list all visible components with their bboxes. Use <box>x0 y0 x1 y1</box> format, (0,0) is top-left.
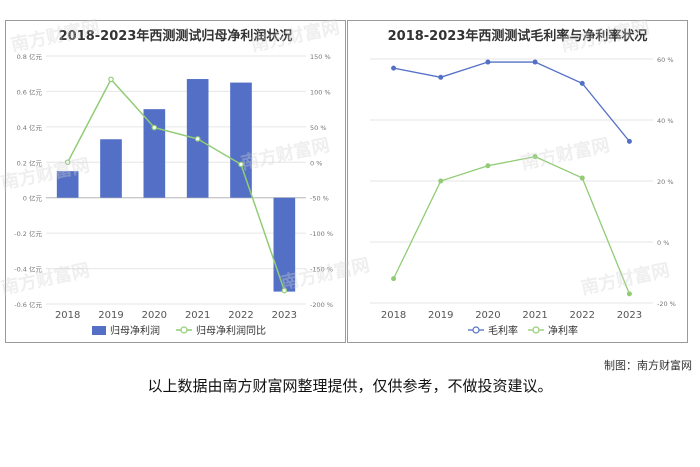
x-tick-label: 2023 <box>617 310 642 321</box>
legend-label: 归母净利润 <box>110 324 160 337</box>
y-tick-label-right: 40 % <box>657 117 674 125</box>
gross-margin-point <box>579 80 585 86</box>
y-tick-label-left: 0.2 亿元 <box>17 158 43 167</box>
y-tick-label-right: 20 % <box>657 178 674 186</box>
gross-margin-point <box>438 74 444 80</box>
yoy-point <box>108 76 114 83</box>
net-margin-point <box>438 178 444 184</box>
yoy-point <box>194 136 201 142</box>
x-tick-label: 2023 <box>272 310 297 321</box>
y-tick-label-right: -20 % <box>657 300 676 308</box>
disclaimer-note: 以上数据由南方财富网整理提供，仅供参考，不做投资建议。 <box>147 377 553 395</box>
bar <box>143 109 166 198</box>
net-margin-line <box>392 155 631 295</box>
legend-label: 毛利率 <box>488 324 518 337</box>
x-tick-label: 2021 <box>522 310 547 321</box>
bar <box>100 139 122 198</box>
y-tick-label-right: 60 % <box>657 56 674 64</box>
gross-margin-point <box>532 59 538 65</box>
margin-chart-panel: 2018-2023年西测测试毛利率与净利率状况 60 % 40 % 20 % 0 % -… <box>347 20 688 343</box>
y-tick-label-right: -150 % <box>310 266 333 274</box>
gross-margin-point <box>626 138 632 144</box>
bar <box>230 82 252 198</box>
y-tick-label-left: -0.2 亿元 <box>14 229 42 238</box>
y-tick-label-right: -50 % <box>310 195 329 203</box>
legend-label: 归母净利润同比 <box>196 324 266 337</box>
net-margin-point <box>579 175 585 181</box>
bar <box>273 197 296 292</box>
legend-swatch-point <box>532 326 540 334</box>
net-margin-point <box>626 291 632 297</box>
legend-label: 净利率 <box>548 324 578 337</box>
yoy-point <box>151 124 158 131</box>
y-tick-label-right: 0 % <box>657 239 669 247</box>
net-margin-point <box>532 154 538 160</box>
x-tick-label: 2020 <box>142 310 167 321</box>
legend-swatch-point <box>472 326 480 334</box>
x-tick-label: 2022 <box>228 310 253 321</box>
y-tick-label-left: -0.4 亿元 <box>14 265 42 274</box>
x-tick-label: 2020 <box>475 310 500 321</box>
y-tick-label-left: 0.6 亿元 <box>17 87 43 96</box>
x-tick-label: 2018 <box>381 310 406 321</box>
y-tick-label-right: 0 % <box>310 159 322 167</box>
x-tick-label: 2021 <box>185 310 210 321</box>
chart-credit: 制图：南方财富网 <box>604 359 692 372</box>
chart-title: 2018-2023年西测测试归母净利润状况 <box>58 29 293 44</box>
y-tick-label-right: 150 % <box>310 53 331 61</box>
chart-title: 2018-2023年西测测试毛利率与净利率状况 <box>387 29 648 44</box>
net-margin-point <box>485 163 491 169</box>
y-tick-label-left: -0.6 亿元 <box>14 300 42 309</box>
yoy-point <box>281 287 288 294</box>
gross-margin-point <box>391 65 397 71</box>
net-profit-chart: 0.8 亿元 0.6 亿元 0.4 亿元 0.2 亿元 0 亿元 -0.2 亿元 -0.4 … <box>14 52 333 337</box>
y-tick-label-left: 0.8 亿元 <box>17 52 43 61</box>
yoy-point <box>64 159 71 166</box>
legend-swatch-bar <box>92 326 106 335</box>
legend-swatch-point <box>180 326 188 334</box>
y-tick-label-right: 100 % <box>310 88 331 96</box>
bar <box>56 171 79 198</box>
y-tick-label-right: -200 % <box>310 301 333 309</box>
x-tick-label: 2022 <box>570 310 595 321</box>
net-margin-point <box>391 276 397 282</box>
margin-chart: 60 % 40 % 20 % 0 % -20 % 2018 2019 2020 2021 2022… <box>370 56 676 337</box>
yoy-point <box>238 161 244 168</box>
gross-margin-line <box>393 61 630 142</box>
x-tick-label: 2019 <box>98 310 123 321</box>
yoy-line <box>67 78 286 291</box>
y-tick-label-right: 50 % <box>310 124 327 132</box>
y-tick-label-left: 0 亿元 <box>23 194 43 203</box>
gross-margin-point <box>485 59 491 65</box>
y-tick-label-left: 0.4 亿元 <box>17 123 43 132</box>
x-tick-label: 2019 <box>428 310 453 321</box>
net-profit-chart-panel: 2018-2023年西测测试归母净利润状况 0.8 亿元 0.6 亿元 0.4 亿元… <box>5 20 346 343</box>
x-tick-label: 2018 <box>55 310 80 321</box>
y-tick-label-right: -100 % <box>310 230 333 238</box>
